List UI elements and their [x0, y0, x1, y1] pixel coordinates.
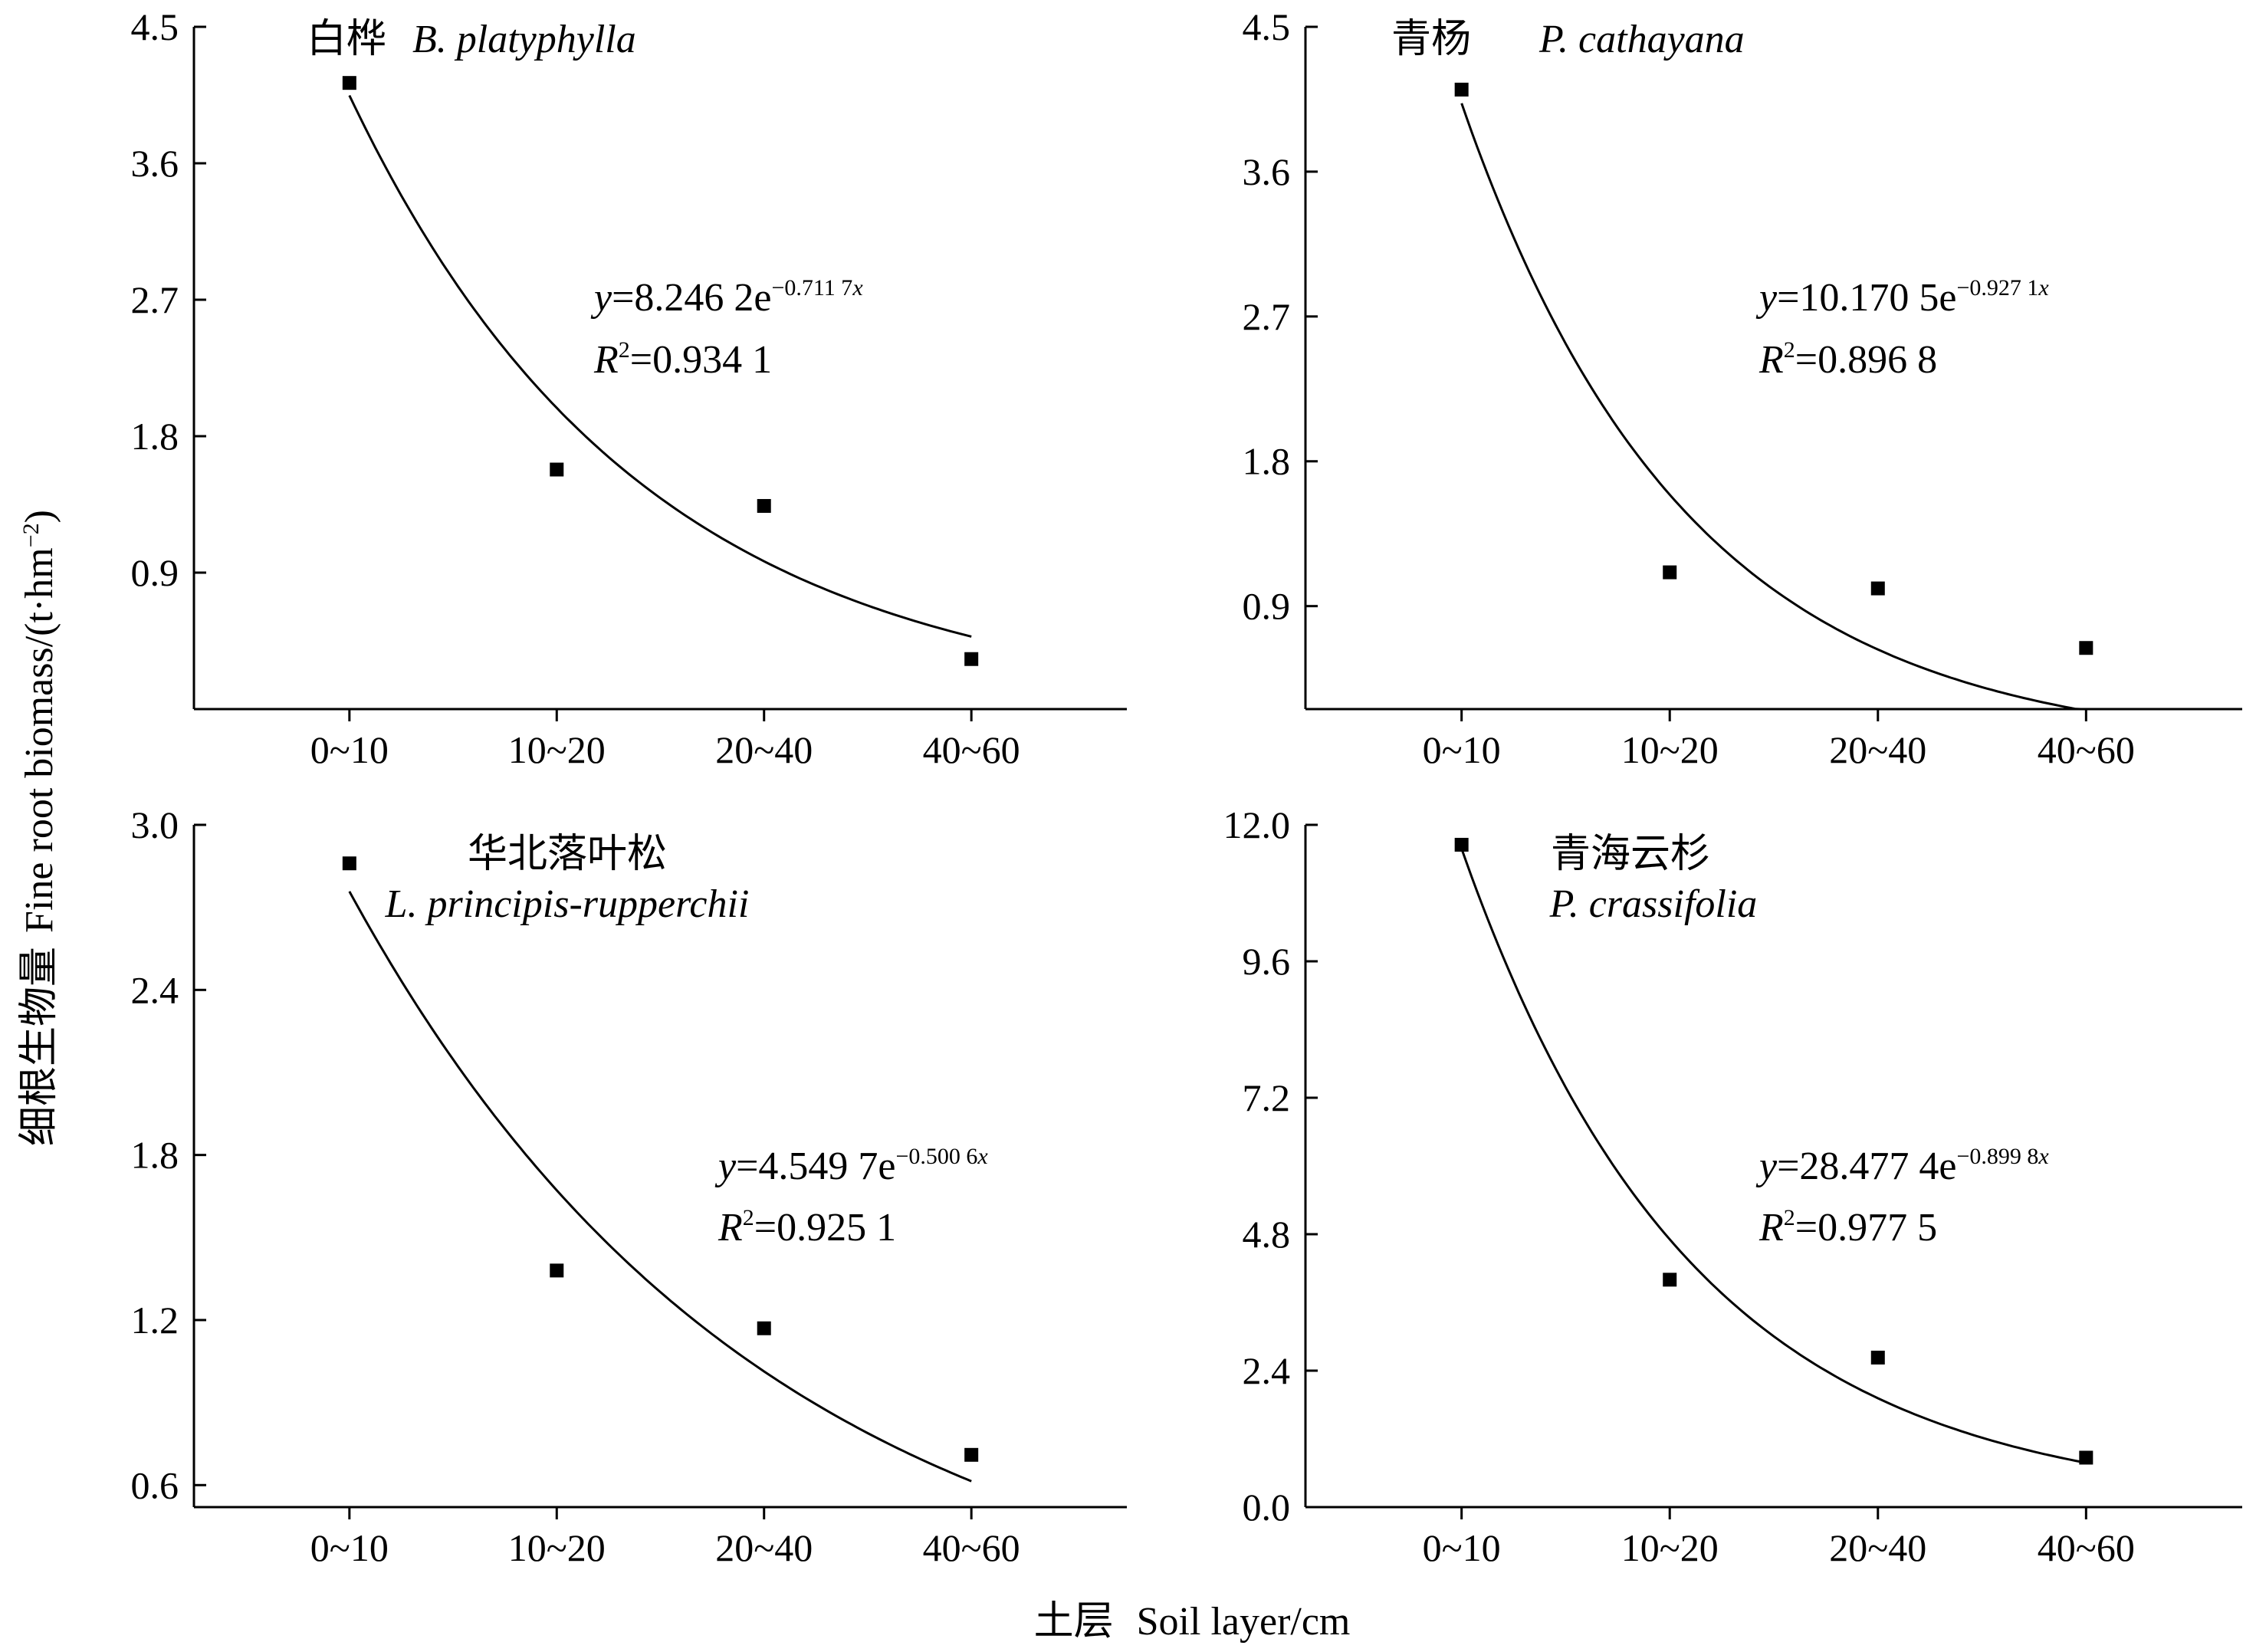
y-axis-label-close: ) [18, 510, 61, 523]
data-point [757, 498, 771, 513]
fit-equation: y=10.170 5e−0.927 1x [1755, 275, 2049, 320]
panel-title-cn: 白桦 [307, 16, 386, 62]
x-tick-label: 0~10 [310, 1526, 389, 1569]
panel-title-cn: 华北落叶松 [468, 831, 667, 877]
y-tick-label: 1.8 [131, 1134, 179, 1177]
y-tick-label: 2.4 [131, 968, 179, 1011]
y-axis-label-cn: 细根生物量 [16, 947, 62, 1146]
y-tick-label: 0.9 [1243, 585, 1291, 628]
r-squared: R2=0.977 5 [1758, 1205, 1937, 1250]
r-squared: R2=0.896 8 [1758, 337, 1937, 382]
y-tick-label: 0.0 [1243, 1486, 1291, 1529]
r-squared: R2=0.925 1 [718, 1205, 896, 1250]
panel-title-cn: 青杨 [1391, 16, 1471, 62]
y-tick-label: 7.2 [1243, 1076, 1291, 1119]
y-tick-label: 4.8 [1243, 1213, 1291, 1256]
y-tick-label: 1.2 [131, 1299, 179, 1342]
panel-title-latin: P. crassifolia [1549, 882, 1758, 926]
data-point [1454, 837, 1469, 852]
data-point [1454, 82, 1469, 97]
y-tick-label: 9.6 [1243, 940, 1291, 983]
y-tick-label: 1.8 [1243, 440, 1291, 483]
x-axis-label-en: Soil layer/cm [1137, 1600, 1351, 1644]
x-tick-label: 10~20 [508, 1526, 606, 1569]
y-tick-label: 2.4 [1243, 1349, 1291, 1392]
y-tick-label: 3.6 [1243, 150, 1291, 193]
data-point [1870, 581, 1885, 596]
y-tick-label: 2.7 [1243, 295, 1291, 338]
y-tick-label: 0.6 [131, 1463, 179, 1506]
panel-4: 0.0 2.4 4.8 7.2 9.6 12.0 0~10 10~20 20~40 40~60 青海… [1223, 803, 2242, 1569]
x-tick-label: 20~40 [715, 1526, 813, 1569]
data-point [1870, 1350, 1885, 1365]
x-tick-label: 0~10 [310, 728, 389, 771]
panel-title-latin: B. platyphylla [412, 18, 636, 61]
r-squared: R2=0.934 1 [593, 337, 772, 382]
fit-equation: y=4.549 7e−0.500 6x [714, 1144, 988, 1188]
x-tick-label: 10~20 [1621, 1526, 1719, 1569]
data-point [757, 1321, 771, 1335]
data-point [964, 1447, 979, 1462]
x-tick-label: 10~20 [1621, 728, 1719, 771]
x-tick-label: 20~40 [715, 728, 813, 771]
y-axis-label-en: Fine root biomass/(t·hm [18, 547, 61, 933]
data-point [2079, 641, 2093, 655]
x-axis-label-cn: 土层 [1034, 1598, 1114, 1644]
y-axis-label: 细根生物量 Fine root biomass/(t·hm−2) [16, 510, 62, 1146]
fit-curve [348, 94, 972, 638]
panel-title-latin: P. cathayana [1538, 18, 1745, 61]
x-tick-label: 40~60 [923, 728, 1020, 771]
x-tick-label: 20~40 [1829, 1526, 1926, 1569]
y-tick-label: 0.9 [131, 551, 179, 594]
x-axis-label: 土层 Soil layer/cm [1034, 1598, 1351, 1644]
panel-title-latin: L. principis-rupperchii [385, 882, 750, 926]
panel-title-cn: 青海云杉 [1551, 831, 1710, 877]
y-tick-label: 1.8 [131, 415, 179, 458]
data-point [342, 76, 356, 90]
panel-3: 0.6 1.2 1.8 2.4 3.0 0~10 10~20 20~40 40~60 华北落叶松 L… [131, 803, 1127, 1569]
data-point [1663, 565, 1677, 580]
y-tick-label: 12.0 [1223, 803, 1291, 846]
x-tick-label: 0~10 [1423, 1526, 1501, 1569]
data-point [964, 652, 979, 666]
data-point [342, 856, 356, 871]
panel-2: 0.9 1.8 2.7 3.6 4.5 0~10 10~20 20~40 40~60 青杨 P. c… [1243, 5, 2242, 771]
y-tick-label: 3.6 [131, 142, 179, 185]
y-tick-label: 4.5 [1243, 5, 1291, 48]
fit-curve [1460, 848, 2087, 1464]
data-point [2079, 1450, 2093, 1465]
data-point [550, 1263, 564, 1278]
fit-curve [348, 891, 972, 1483]
panel-1: 0.9 1.8 2.7 3.6 4.5 0~10 10~20 20~40 40~60 白桦 B. p… [131, 5, 1127, 771]
y-axis-label-sup: −2 [18, 523, 44, 547]
y-tick-label: 4.5 [131, 5, 179, 48]
y-tick-label: 3.0 [131, 803, 179, 846]
x-tick-label: 40~60 [2038, 728, 2135, 771]
x-tick-label: 10~20 [508, 728, 606, 771]
fit-equation: y=8.246 2e−0.711 7x [590, 275, 863, 320]
fit-curve [1460, 103, 2087, 711]
y-tick-label: 2.7 [131, 278, 179, 321]
x-tick-label: 20~40 [1829, 728, 1926, 771]
x-tick-label: 40~60 [2038, 1526, 2135, 1569]
x-tick-label: 40~60 [923, 1526, 1020, 1569]
data-point [550, 462, 564, 477]
x-tick-label: 0~10 [1423, 728, 1501, 771]
data-point [1663, 1273, 1677, 1287]
fit-equation: y=28.477 4e−0.899 8x [1755, 1144, 2049, 1188]
